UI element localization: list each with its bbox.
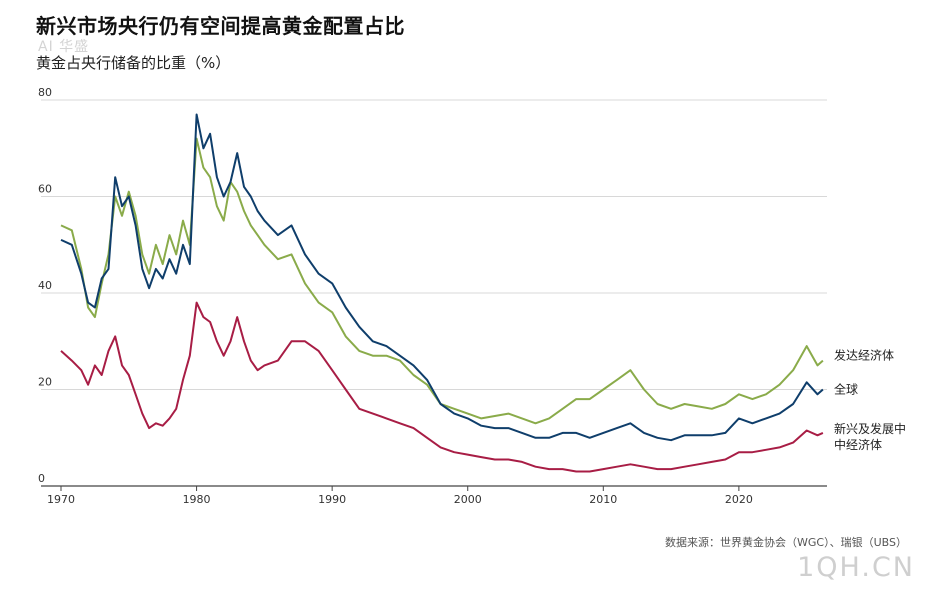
y-tick-label: 20 <box>38 376 52 389</box>
series-label-emerging: 中经济体 <box>834 437 882 452</box>
x-axis: 1970 1980 1990 2000 2010 2020 <box>41 485 827 506</box>
source-note: 数据来源：世界黄金协会（WGC）、瑞银（UBS） <box>665 536 907 549</box>
series-line-emerging <box>60 301 824 473</box>
x-tick-label: 1990 <box>318 493 346 506</box>
x-tick-label: 1980 <box>183 493 211 506</box>
y-tick-label: 60 <box>38 183 52 196</box>
series-label-global: 全球 <box>834 382 858 397</box>
x-tick-label: 1970 <box>47 493 75 506</box>
series-label-emerging: 新兴及发展中 <box>834 421 906 436</box>
y-tick-label: 80 <box>38 86 52 99</box>
grid-lines <box>41 99 827 390</box>
x-tick-label: 2010 <box>589 493 617 506</box>
chart-subtitle: 黄金占央行储备的比重（%） <box>36 54 231 72</box>
x-tick-label: 2020 <box>725 493 753 506</box>
x-tick-label: 2000 <box>454 493 482 506</box>
y-axis-ticks: 0 20 40 60 80 <box>38 86 52 485</box>
chart-title: 新兴市场央行仍有空间提高黄金配置占比 <box>36 14 405 38</box>
watermark-logo: 1QH.CN <box>797 552 915 583</box>
series-line-global <box>60 113 824 442</box>
y-tick-label: 0 <box>38 472 45 485</box>
series-lines <box>60 113 824 473</box>
series-line-developed <box>60 137 824 425</box>
series-label-developed: 发达经济体 <box>834 348 894 363</box>
watermark-top: AI 华盛 <box>38 39 90 55</box>
y-tick-label: 40 <box>38 279 52 292</box>
